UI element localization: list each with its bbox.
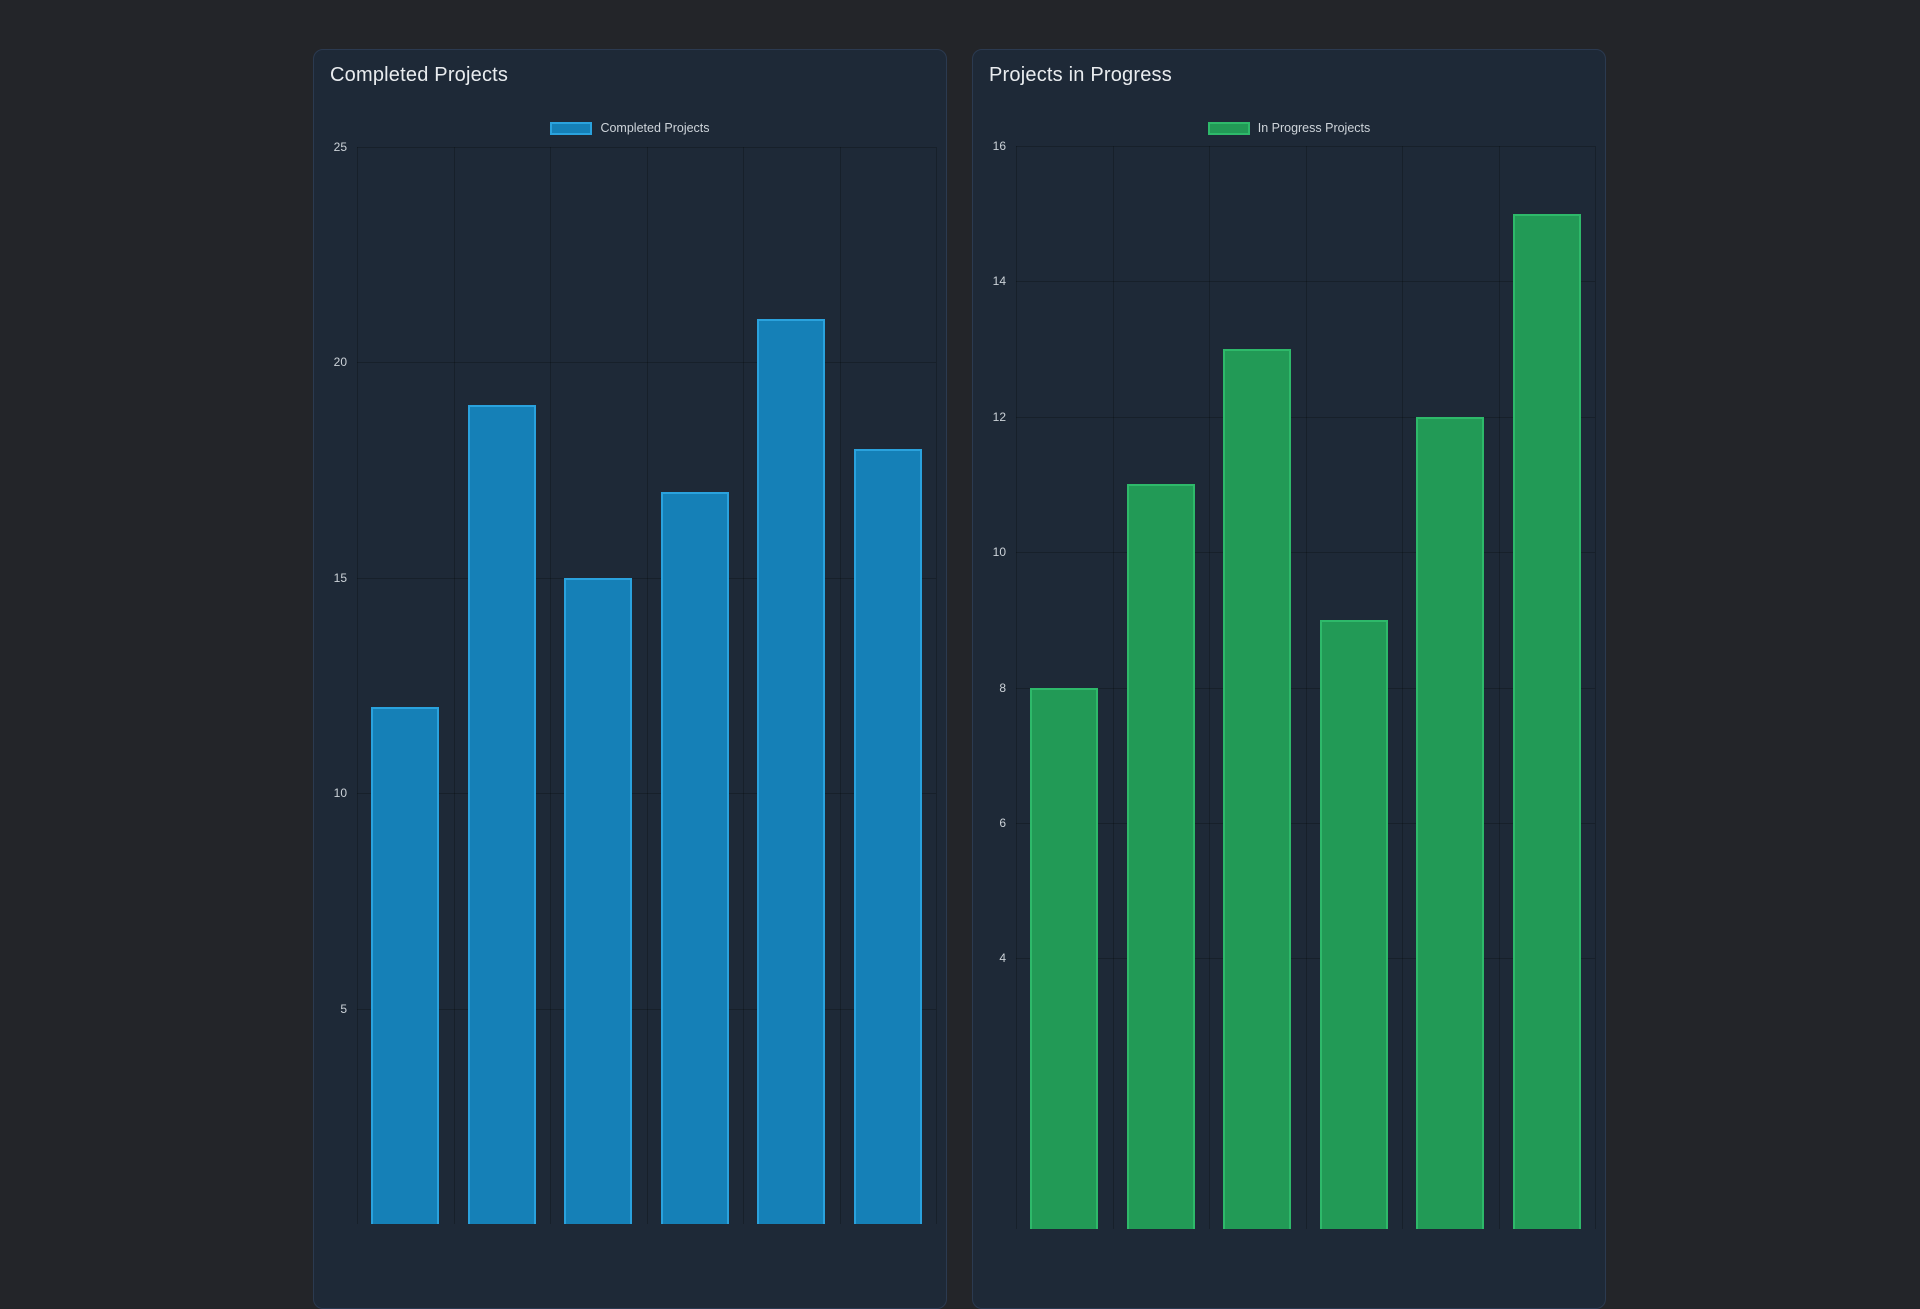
y-tick-label: 4 bbox=[999, 951, 1006, 966]
bar[interactable] bbox=[564, 577, 633, 1224]
bar[interactable] bbox=[1416, 416, 1485, 1229]
y-tick-label: 20 bbox=[333, 355, 347, 370]
y-tick-label: 10 bbox=[333, 786, 347, 801]
bar-chart-in-progress-projects bbox=[1016, 146, 1596, 1229]
bar[interactable] bbox=[1126, 484, 1195, 1229]
legend-swatch-icon bbox=[550, 122, 593, 135]
legend-swatch-icon bbox=[1207, 122, 1250, 135]
bar[interactable] bbox=[660, 491, 729, 1224]
h-gridline bbox=[1016, 552, 1595, 554]
v-gridline bbox=[1209, 146, 1210, 1229]
y-tick-label: 15 bbox=[333, 570, 347, 585]
y-tick-label: 6 bbox=[999, 815, 1006, 830]
v-gridline bbox=[1498, 146, 1500, 1229]
h-gridline bbox=[357, 147, 936, 148]
h-gridline bbox=[1016, 687, 1595, 689]
legend-label: Completed Projects bbox=[600, 121, 710, 135]
h-gridline bbox=[1016, 416, 1595, 418]
bar[interactable] bbox=[371, 707, 440, 1224]
card-title: Projects in Progress bbox=[989, 64, 1172, 86]
bar[interactable] bbox=[853, 448, 922, 1224]
h-gridline bbox=[1016, 958, 1595, 960]
v-gridline bbox=[1112, 146, 1114, 1229]
v-gridline bbox=[839, 147, 841, 1224]
v-gridline bbox=[936, 147, 937, 1224]
h-gridline bbox=[1016, 146, 1595, 147]
v-gridline bbox=[1305, 146, 1307, 1229]
h-gridline bbox=[357, 1008, 936, 1010]
bar[interactable] bbox=[467, 405, 536, 1224]
bar[interactable] bbox=[1030, 687, 1099, 1229]
v-gridline bbox=[1016, 146, 1017, 1229]
dashboard-page: { "theme": { "page_background": "#232529… bbox=[313, 49, 1606, 1309]
card-title: Completed Projects bbox=[330, 64, 509, 86]
bar[interactable] bbox=[1223, 349, 1292, 1229]
y-tick-label: 8 bbox=[999, 680, 1006, 695]
v-gridline bbox=[1402, 146, 1403, 1229]
bar[interactable] bbox=[1512, 213, 1581, 1229]
bar[interactable] bbox=[757, 319, 826, 1224]
y-tick-label: 5 bbox=[340, 1001, 347, 1016]
completed-projects-card: Completed Projects Completed Projects 25… bbox=[313, 49, 947, 1309]
v-gridline bbox=[646, 147, 648, 1224]
y-tick-label: 10 bbox=[992, 545, 1006, 560]
y-tick-label: 25 bbox=[333, 140, 347, 154]
legend-in-progress-projects[interactable]: In Progress Projects bbox=[973, 122, 1605, 135]
v-gridline bbox=[550, 147, 551, 1224]
y-tick-label: 12 bbox=[992, 409, 1006, 424]
v-gridline bbox=[1595, 146, 1596, 1229]
v-gridline bbox=[357, 147, 358, 1224]
projects-in-progress-card: Projects in Progress In Progress Project… bbox=[972, 49, 1606, 1309]
y-tick-label: 16 bbox=[992, 139, 1006, 153]
legend-completed-projects[interactable]: Completed Projects bbox=[314, 122, 946, 135]
h-gridline bbox=[1016, 822, 1595, 824]
bar-chart-completed-projects bbox=[357, 147, 937, 1224]
h-gridline bbox=[357, 577, 936, 579]
h-gridline bbox=[357, 793, 936, 795]
h-gridline bbox=[357, 362, 936, 364]
v-gridline bbox=[453, 147, 455, 1224]
y-tick-label: 14 bbox=[992, 274, 1006, 289]
v-gridline bbox=[743, 147, 744, 1224]
bar[interactable] bbox=[1319, 619, 1388, 1229]
h-gridline bbox=[1016, 281, 1595, 283]
legend-label: In Progress Projects bbox=[1257, 121, 1371, 135]
